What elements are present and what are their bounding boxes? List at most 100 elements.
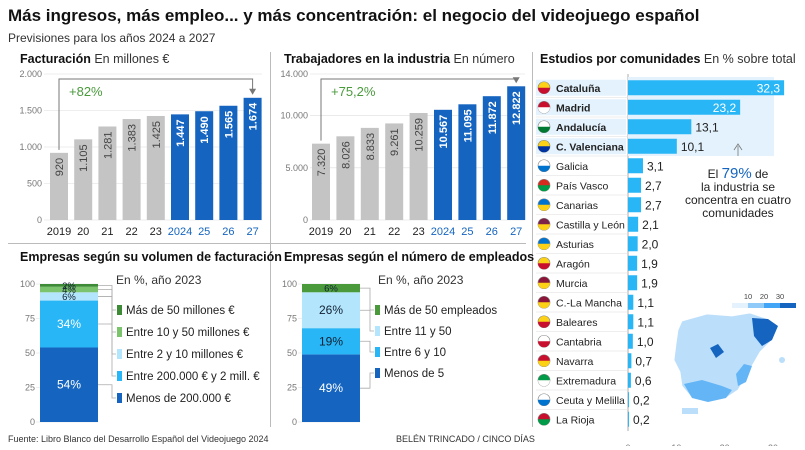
flag-icon-half-1 <box>538 107 550 114</box>
region-label-17: La Rioja <box>556 414 595 426</box>
y-tick-label-4: 2.000 <box>19 69 42 79</box>
region-label-13: Cantabria <box>556 336 602 348</box>
highlight-row-3 <box>536 138 626 155</box>
bar-26 <box>482 96 501 220</box>
map-madrid <box>710 344 724 358</box>
region-value-5: 2,7 <box>645 179 662 193</box>
spain-map <box>673 312 779 403</box>
region-value-13: 1,0 <box>637 335 654 349</box>
segment-label-0: 54% <box>57 378 81 392</box>
map-valencia <box>736 364 752 386</box>
y-tick-label-0: 0 <box>37 215 42 225</box>
trabajadores-title-text: Trabajadores en la industria <box>284 52 451 66</box>
bar-22 <box>122 119 141 220</box>
map-legend-swatch-2 <box>764 303 780 308</box>
stacked-unit-label: En %, año 2023 <box>116 273 202 287</box>
region-value-16: 0,2 <box>633 393 650 407</box>
region-label-12: Baleares <box>556 317 597 329</box>
segment-label-3: 4% <box>62 285 76 296</box>
bar-value-label-25: 11.095 <box>462 109 474 142</box>
region-bar-3 <box>628 138 677 154</box>
page-title: Más ingresos, más empleo... y más concen… <box>8 6 700 25</box>
legend-swatch-2 <box>375 326 380 336</box>
comunidades-title-text: Estudios por comunidades <box>540 52 701 66</box>
volumen-chart: 0 25 50 75 100 En %, año 2023 54% Menos de 200.… <box>20 273 260 427</box>
facturacion-chart: 0 500 1.000 1.500 2.000 920 2019 1.105 20 1.281 21… <box>19 69 262 238</box>
y-tick-label-0: 0 <box>30 417 35 427</box>
x-tick-label-22: 22 <box>125 226 137 238</box>
segment-2 <box>40 292 98 301</box>
flag-icon-half-0 <box>538 87 550 94</box>
flag-icon-half-11 <box>538 302 550 309</box>
segment-3 <box>40 286 98 293</box>
legend-connector-0 <box>98 384 116 399</box>
region-label-9: Aragón <box>556 258 590 270</box>
flag-icon-half-14 <box>538 360 550 367</box>
region-value-9: 1,9 <box>641 257 658 271</box>
footer-credit: BELÉN TRINCADO / CINCO DÍAS <box>396 434 535 444</box>
facturacion-title-text: Facturación <box>20 52 91 66</box>
empleados-chart: 0 25 50 75 100 En %, año 2023 49% Menos de 5 19%… <box>282 273 497 427</box>
empleados-title: Empresas según el número de empleados <box>284 250 535 264</box>
region-bar-14 <box>628 353 632 369</box>
growth-bracket <box>58 78 254 150</box>
comunidades-unit: En % sobre total <box>703 52 796 66</box>
y-tick-label-2: 10.000 <box>280 111 308 121</box>
region-label-10: Murcia <box>556 278 588 290</box>
annotation-line-4: comunidades <box>702 206 773 220</box>
x-tick-label-26: 26 <box>222 226 234 238</box>
flag-icon-half-7 <box>538 224 550 231</box>
bar-value-label-26: 11.872 <box>487 101 499 134</box>
map-andalucia <box>684 380 732 402</box>
bar-value-label-22: 9.261 <box>389 128 401 156</box>
annotation-arrow-head <box>733 143 743 151</box>
legend-connector-4 <box>98 285 116 311</box>
annotation-percentage: 79% <box>722 165 752 182</box>
bar-22 <box>385 123 404 220</box>
annotation-line-3: concentra en cuatro <box>685 193 791 207</box>
x-tick-label-26: 26 <box>486 226 498 238</box>
flag-icon-half-15 <box>538 380 550 387</box>
bar-value-label-22: 1.383 <box>127 124 139 152</box>
region-value-17: 0,2 <box>633 413 650 427</box>
y-tick-label-0: 0 <box>292 417 297 427</box>
bar-value-label-2024: 1.447 <box>175 119 187 147</box>
flag-icon-half-2 <box>538 126 550 133</box>
x-tick-label-23: 23 <box>412 226 424 238</box>
x-tick-label-2024: 2024 <box>168 226 192 238</box>
y-tick-label-3: 75 <box>287 314 297 324</box>
growth-annotation: +75,2% <box>331 84 376 99</box>
region-label-4: Galicia <box>556 161 588 173</box>
segment-1 <box>40 300 98 348</box>
region-bar-2 <box>628 119 692 135</box>
x-tick-label-0: 0 <box>625 443 630 446</box>
x-tick-label-20: 20 <box>339 226 351 238</box>
legend-swatch-1 <box>375 347 380 357</box>
trabajadores-title: Trabajadores en la industria En número <box>284 52 515 66</box>
region-value-12: 1,1 <box>637 315 654 329</box>
region-value-14: 0,7 <box>635 354 652 368</box>
flag-icon-half-16 <box>538 399 550 406</box>
legend-connector-3 <box>360 287 374 311</box>
legend-swatch-0 <box>117 393 122 403</box>
region-value-3: 10,1 <box>681 140 705 154</box>
map-legend-swatch-3 <box>780 303 796 308</box>
legend-connector-0 <box>360 372 374 389</box>
region-label-15: Extremadura <box>556 375 616 387</box>
map-legend-label-2: 30 <box>776 292 784 301</box>
region-bar-0 <box>628 80 785 96</box>
legend-connector-2 <box>360 309 374 332</box>
x-tick-label-27: 27 <box>510 226 522 238</box>
bar-23 <box>146 115 165 220</box>
y-tick-label-2: 50 <box>25 348 35 358</box>
volumen-title: Empresas según su volumen de facturación <box>20 250 282 264</box>
region-value-4: 3,1 <box>647 159 664 173</box>
region-bar-15 <box>628 372 631 388</box>
bar-value-label-26: 1.565 <box>223 111 235 139</box>
flag-icon-half-13 <box>538 341 550 348</box>
region-bar-5 <box>628 177 642 193</box>
bar-value-label-20: 8.026 <box>340 141 352 169</box>
divider-horizontal <box>8 243 526 244</box>
segment-label-2: 6% <box>62 292 76 303</box>
growth-arrow-head <box>512 77 520 84</box>
